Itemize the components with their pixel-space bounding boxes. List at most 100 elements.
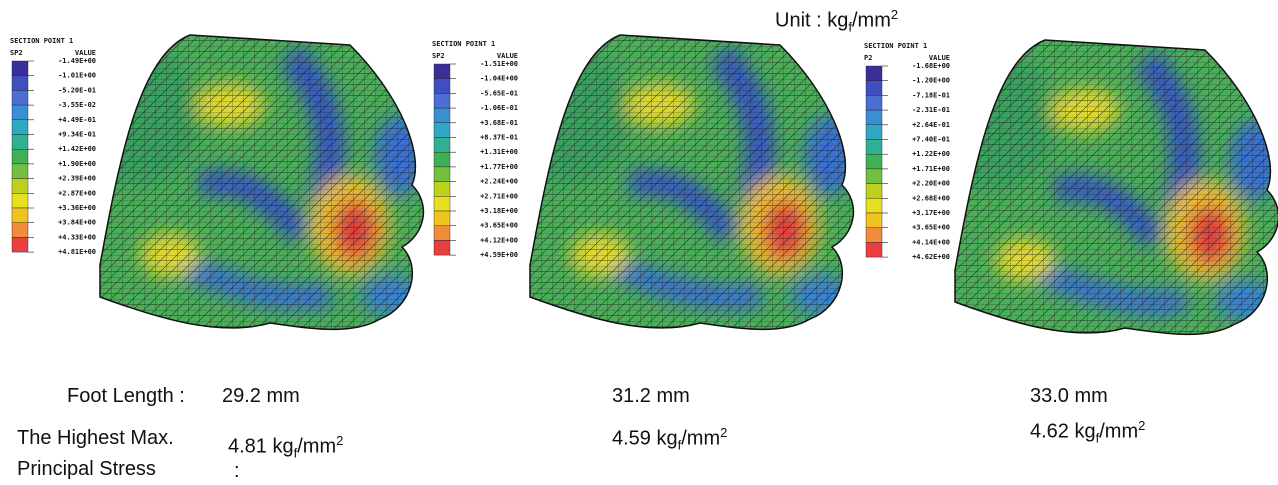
legend-swatch bbox=[12, 149, 28, 164]
legend-value: +3.65E+00 bbox=[480, 222, 518, 230]
fem-figure: SECTION POINT 1SP2VALUE-1.49E+00-1.01E+0… bbox=[0, 0, 1278, 485]
legend-value: +1.90E+00 bbox=[58, 160, 96, 168]
foot-length: 31.2 mm bbox=[612, 386, 690, 406]
legend-swatch bbox=[12, 135, 28, 150]
legend-swatch bbox=[434, 138, 450, 153]
legend-value: -5.65E-01 bbox=[480, 89, 518, 97]
legend-swatch bbox=[434, 182, 450, 197]
legend-swatch bbox=[866, 154, 882, 169]
legend-swatch bbox=[866, 81, 882, 96]
legend-swatch bbox=[12, 61, 28, 76]
legend-swatch bbox=[866, 242, 882, 257]
legend-value: -1.04E+00 bbox=[480, 75, 518, 83]
legend-swatch bbox=[866, 169, 882, 184]
legend-value: -5.20E-01 bbox=[58, 86, 96, 94]
legend-swatch bbox=[434, 211, 450, 226]
legend-value: +1.22E+00 bbox=[912, 150, 950, 158]
fem-model bbox=[510, 25, 870, 345]
max-stress: 4.62 kgf/mm2 bbox=[1030, 419, 1145, 445]
legend-value: +4.49E-01 bbox=[58, 116, 96, 124]
unit-sup: 2 bbox=[720, 425, 727, 440]
unit-per: /mm bbox=[1099, 421, 1138, 443]
legend-swatch bbox=[434, 167, 450, 182]
stress-value: 4.59 bbox=[612, 428, 651, 450]
legend-value: -1.01E+00 bbox=[58, 72, 96, 80]
legend-swatch bbox=[866, 140, 882, 155]
legend-value: +1.71E+00 bbox=[912, 165, 950, 173]
legend-value: +4.59E+00 bbox=[480, 251, 518, 259]
stress-label-1: The Highest Max. bbox=[17, 428, 174, 448]
fem-model bbox=[935, 30, 1278, 350]
legend-variable: SP2 bbox=[432, 52, 445, 60]
legend-swatch bbox=[434, 196, 450, 211]
legend-value: +2.24E+00 bbox=[480, 178, 518, 186]
legend-value: +3.84E+00 bbox=[58, 219, 96, 227]
legend-swatch bbox=[434, 152, 450, 167]
fem-model bbox=[80, 25, 440, 345]
legend-swatch bbox=[866, 125, 882, 140]
legend-value: +2.64E-01 bbox=[912, 121, 950, 129]
legend-variable: SP2 bbox=[10, 49, 23, 57]
legend-swatch bbox=[434, 108, 450, 123]
max-stress: 4.59 kgf/mm2 bbox=[612, 426, 727, 452]
legend-value: +9.34E-01 bbox=[58, 131, 96, 139]
legend-swatch bbox=[866, 66, 882, 81]
legend-swatch bbox=[12, 193, 28, 208]
foot-length: 33.0 mm bbox=[1030, 386, 1108, 406]
legend-swatch bbox=[12, 90, 28, 105]
legend-value: +2.68E+00 bbox=[912, 194, 950, 202]
legend-swatch bbox=[12, 76, 28, 91]
legend-variable: P2 bbox=[864, 54, 872, 62]
unit-per: /mm bbox=[681, 428, 720, 450]
legend-value: -1.06E-01 bbox=[480, 104, 518, 112]
legend-header: VALUE bbox=[929, 54, 950, 62]
unit-label: Unit : bbox=[775, 10, 822, 32]
unit-per: /mm bbox=[852, 10, 891, 32]
legend-value: +2.87E+00 bbox=[58, 189, 96, 197]
legend-swatch bbox=[434, 240, 450, 255]
legend-value: +3.68E-01 bbox=[480, 119, 518, 127]
legend-value: +4.81E+00 bbox=[58, 248, 96, 256]
legend-swatch bbox=[866, 95, 882, 110]
legend-value: +2.39E+00 bbox=[58, 175, 96, 183]
legend-value: -1.68E+00 bbox=[912, 62, 950, 70]
legend-value: +2.71E+00 bbox=[480, 192, 518, 200]
stress-colon: : bbox=[234, 461, 240, 481]
legend-value: -3.55E-02 bbox=[58, 101, 96, 109]
legend-swatch bbox=[434, 79, 450, 94]
legend-value: +1.31E+00 bbox=[480, 148, 518, 156]
unit-base: kg bbox=[657, 428, 678, 450]
legend-value: +3.36E+00 bbox=[58, 204, 96, 212]
legend-value: +7.40E-01 bbox=[912, 136, 950, 144]
stress-value: 4.81 bbox=[228, 436, 267, 458]
stress-value: 4.62 bbox=[1030, 421, 1069, 443]
unit-base: kg bbox=[827, 10, 848, 32]
legend-section: SECTION POINT 1 bbox=[864, 42, 927, 50]
legend-value: +4.14E+00 bbox=[912, 238, 950, 246]
legend-swatch bbox=[866, 213, 882, 228]
legend-swatch bbox=[434, 123, 450, 138]
unit-sup: 2 bbox=[891, 7, 898, 22]
legend-section: SECTION POINT 1 bbox=[432, 40, 495, 48]
unit-sup: 2 bbox=[336, 433, 343, 448]
legend-header: VALUE bbox=[75, 49, 96, 57]
legend-swatch bbox=[866, 110, 882, 125]
page: Foot stress figure {"unit_label": "Unit … bbox=[0, 0, 1278, 485]
legend-value: -1.51E+00 bbox=[480, 60, 518, 68]
legend-swatch bbox=[866, 198, 882, 213]
legend-swatch bbox=[434, 226, 450, 241]
legend-value: +4.12E+00 bbox=[480, 236, 518, 244]
legend-value: +3.18E+00 bbox=[480, 207, 518, 215]
legend-swatch bbox=[12, 120, 28, 135]
legend-swatch bbox=[434, 64, 450, 79]
unit-sup: 2 bbox=[1138, 418, 1145, 433]
legend-value: +8.37E-01 bbox=[480, 134, 518, 142]
legend-value: +3.65E+00 bbox=[912, 224, 950, 232]
unit-title: Unit : kgf/mm2 bbox=[775, 8, 898, 34]
legend-swatch bbox=[12, 237, 28, 252]
legend-value: +1.42E+00 bbox=[58, 145, 96, 153]
unit-per: /mm bbox=[297, 436, 336, 458]
legend-swatch bbox=[866, 228, 882, 243]
legend-value: +4.62E+00 bbox=[912, 253, 950, 261]
max-stress: 4.81 kgf/mm2 bbox=[228, 434, 343, 460]
